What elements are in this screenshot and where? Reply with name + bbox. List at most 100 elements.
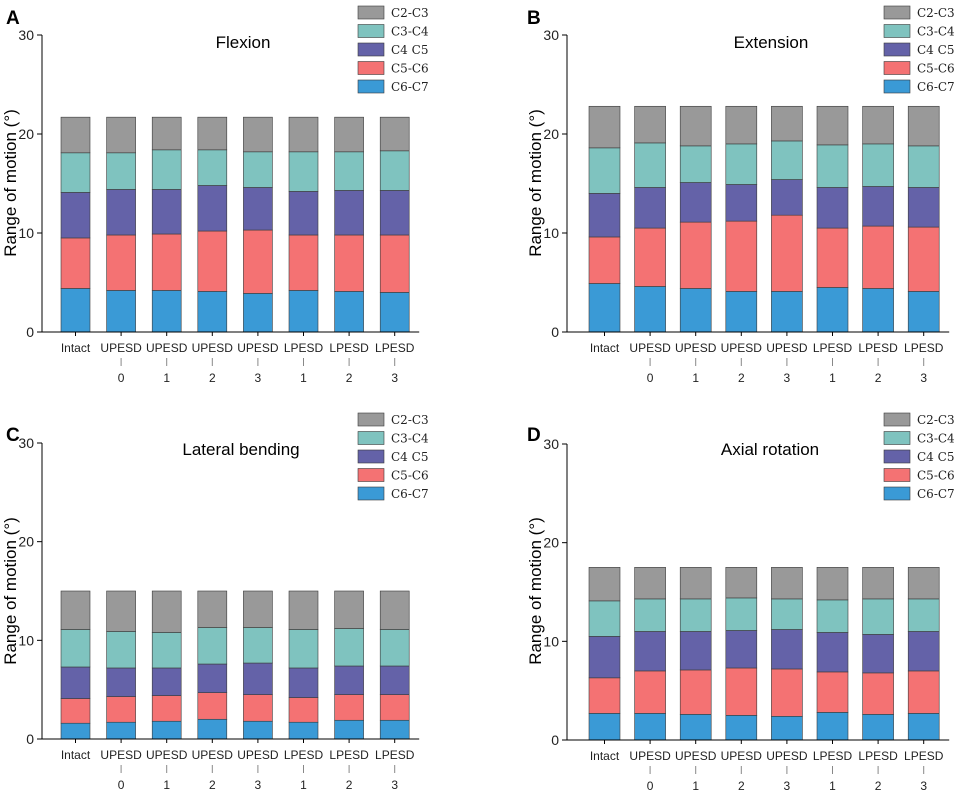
chart-title: Axial rotation bbox=[721, 440, 819, 459]
x-tick-label: LPESD bbox=[375, 748, 415, 762]
y-tick-label: 0 bbox=[551, 324, 559, 340]
y-tick-label: 0 bbox=[26, 731, 34, 747]
bar-segment-c2-c3 bbox=[816, 567, 849, 601]
bar-segment-c6-c7 bbox=[634, 713, 666, 741]
bar-segment-c3-c4 bbox=[379, 150, 410, 191]
legend-label: C2-C3 bbox=[391, 6, 429, 20]
y-tick-label: 30 bbox=[543, 27, 559, 43]
bar-segment-c6-c7 bbox=[151, 720, 182, 740]
bar-segment-c2-c3 bbox=[816, 105, 849, 146]
bar-segment-c5-c6 bbox=[60, 698, 91, 724]
bar-segment-c3-c4 bbox=[334, 151, 364, 191]
chart-title: Flexion bbox=[216, 33, 271, 52]
bar-segment-c4-c5 bbox=[334, 190, 364, 236]
bar-segment-c6-c7 bbox=[588, 283, 621, 333]
legend-swatch bbox=[357, 42, 385, 57]
chart-title: Extension bbox=[734, 33, 809, 52]
x-tick-label: LPESD bbox=[329, 341, 369, 355]
bar-segment-c3-c4 bbox=[588, 600, 621, 637]
bar-segment-c3-c4 bbox=[634, 598, 666, 632]
legend-swatch bbox=[357, 431, 385, 445]
bar-segment-c4-c5 bbox=[60, 666, 91, 699]
bar-segment-c6-c7 bbox=[106, 721, 136, 740]
bar-segment-c5-c6 bbox=[816, 671, 849, 713]
bar-segment-c6-c7 bbox=[197, 291, 228, 333]
bar-segment-c2-c3 bbox=[60, 590, 91, 630]
bar-segment-c2-c3 bbox=[106, 116, 136, 154]
y-tick-label: 30 bbox=[18, 27, 34, 43]
x-tick-sublabel: 3 bbox=[391, 371, 398, 385]
legend-swatch bbox=[883, 5, 911, 20]
bar-segment-c5-c6 bbox=[862, 672, 894, 715]
bar-segment-c2-c3 bbox=[725, 567, 758, 599]
bar-segment-c4-c5 bbox=[243, 662, 273, 695]
bar-segment-c5-c6 bbox=[151, 695, 182, 722]
bar-segment-c3-c4 bbox=[379, 629, 410, 667]
panel-letter: D bbox=[527, 425, 541, 446]
legend-swatch bbox=[883, 449, 911, 464]
bar-segment-c6-c7 bbox=[197, 718, 228, 740]
x-tick-sublabel: 2 bbox=[209, 778, 216, 792]
y-tick-label: 30 bbox=[18, 435, 34, 451]
bar-segment-c3-c4 bbox=[907, 145, 940, 188]
legend-label: C6-C7 bbox=[391, 487, 429, 501]
bar-segment-c4-c5 bbox=[588, 636, 621, 679]
y-tick-label: 10 bbox=[543, 633, 559, 649]
x-tick-label: UPESD bbox=[766, 341, 808, 355]
bar-segment-c3-c4 bbox=[907, 598, 940, 632]
bar-segment-c4-c5 bbox=[907, 187, 940, 228]
bar-segment-c6-c7 bbox=[771, 291, 803, 333]
x-tick-label: UPESD bbox=[146, 748, 188, 762]
x-tick-sublabel: 3 bbox=[255, 778, 262, 792]
x-tick-sublabel: 3 bbox=[920, 371, 927, 385]
bar-segment-c5-c6 bbox=[334, 694, 364, 721]
x-tick-sublabel: 3 bbox=[784, 779, 791, 793]
bar-segment-c2-c3 bbox=[288, 590, 319, 630]
bar-segment-c4-c5 bbox=[334, 665, 364, 695]
x-tick-sublabel: 1 bbox=[163, 778, 170, 792]
bar-segment-c4-c5 bbox=[379, 190, 410, 236]
bar-segment-c3-c4 bbox=[197, 149, 228, 186]
bar-segment-c4-c5 bbox=[816, 187, 849, 229]
y-tick-label: 10 bbox=[18, 225, 34, 241]
x-tick-sublabel: 1 bbox=[300, 371, 307, 385]
x-tick-sublabel: 3 bbox=[784, 371, 791, 385]
bar-segment-c2-c3 bbox=[634, 105, 666, 144]
bar-segment-c2-c3 bbox=[725, 105, 758, 145]
legend: C2-C3 C3-C4 C4 C5 C5-C6 C6-C7 bbox=[883, 5, 955, 94]
bar-segment-c6-c7 bbox=[816, 287, 849, 333]
bar-segment-c2-c3 bbox=[60, 116, 91, 154]
bar-segment-c2-c3 bbox=[771, 567, 803, 600]
x-tick-label: UPESD bbox=[675, 749, 717, 763]
bar-segment-c5-c6 bbox=[771, 214, 803, 292]
x-tick-label: Intact bbox=[590, 749, 620, 763]
x-tick-label: LPESD bbox=[329, 748, 369, 762]
bar-segment-c5-c6 bbox=[679, 669, 712, 715]
bar-segment-c6-c7 bbox=[679, 714, 712, 741]
bar-segment-c6-c7 bbox=[862, 288, 894, 333]
y-tick-label: 20 bbox=[18, 126, 34, 142]
x-tick-sublabel: 1 bbox=[692, 779, 699, 793]
x-tick-label: LPESD bbox=[904, 749, 944, 763]
bar-segment-c4-c5 bbox=[771, 179, 803, 216]
legend-label: C3-C4 bbox=[917, 25, 955, 39]
x-tick-sublabel: 2 bbox=[738, 371, 745, 385]
legend-swatch bbox=[883, 61, 911, 75]
x-tick-label: LPESD bbox=[284, 748, 324, 762]
panel-letter: C bbox=[6, 425, 20, 446]
bar-segment-c6-c7 bbox=[106, 290, 136, 333]
legend-swatch bbox=[357, 449, 385, 464]
bar-segment-c3-c4 bbox=[60, 629, 91, 668]
legend-swatch bbox=[883, 42, 911, 57]
bar-segment-c2-c3 bbox=[334, 590, 364, 629]
x-tick-sublabel: 1 bbox=[300, 778, 307, 792]
x-tick-label: UPESD bbox=[766, 749, 808, 763]
bar-segment-c5-c6 bbox=[106, 696, 136, 723]
y-tick-label: 30 bbox=[543, 436, 559, 452]
bar-segment-c3-c4 bbox=[288, 629, 319, 669]
x-tick-label: UPESD bbox=[192, 748, 234, 762]
bar-segment-c6-c7 bbox=[379, 292, 410, 333]
legend-label: C6-C7 bbox=[917, 80, 955, 94]
bar-segment-c4-c5 bbox=[197, 185, 228, 232]
